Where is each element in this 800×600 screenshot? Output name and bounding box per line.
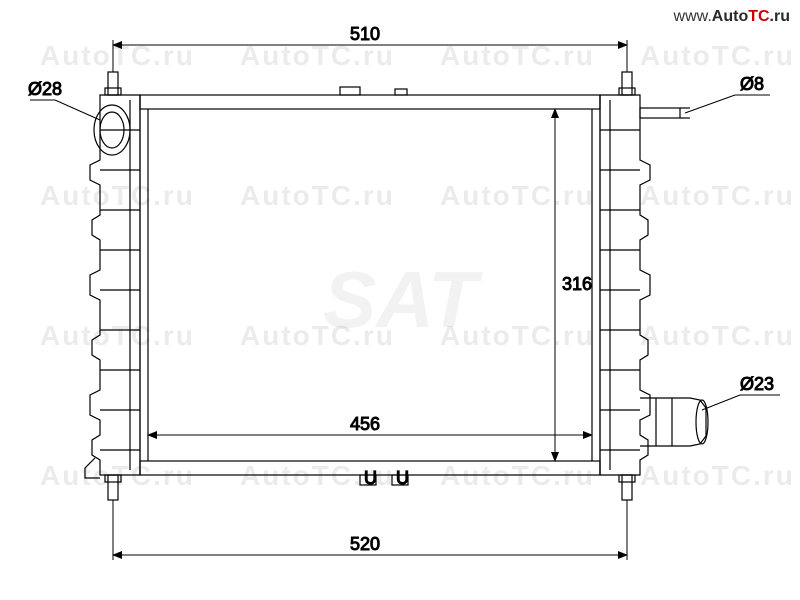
dim-top-width: 510 (350, 24, 380, 44)
url-part1: Auto (712, 8, 748, 25)
url-part2: TC (748, 8, 769, 25)
dim-bottom-width: 520 (350, 534, 380, 554)
dim-height: 316 (562, 274, 592, 294)
url-part3: .ru (770, 8, 790, 25)
dim-cap: Ø28 (28, 79, 62, 99)
dim-top-port: Ø8 (740, 74, 764, 94)
dim-bottom-port: Ø23 (740, 374, 774, 394)
right-tank (600, 72, 708, 500)
source-url: www.AutoTC.ru (674, 8, 790, 26)
url-prefix: www. (674, 8, 712, 25)
dim-inner-width: 456 (350, 414, 380, 434)
svg-text:U: U (396, 468, 409, 488)
svg-text:U: U (364, 468, 377, 488)
diagram-svg: U U 510 520 456 31 (0, 0, 800, 600)
drawing-canvas: AutoTC.ru AutoTC.ru AutoTC.ru AutoTC.ru … (0, 0, 800, 600)
left-tank (85, 72, 140, 500)
